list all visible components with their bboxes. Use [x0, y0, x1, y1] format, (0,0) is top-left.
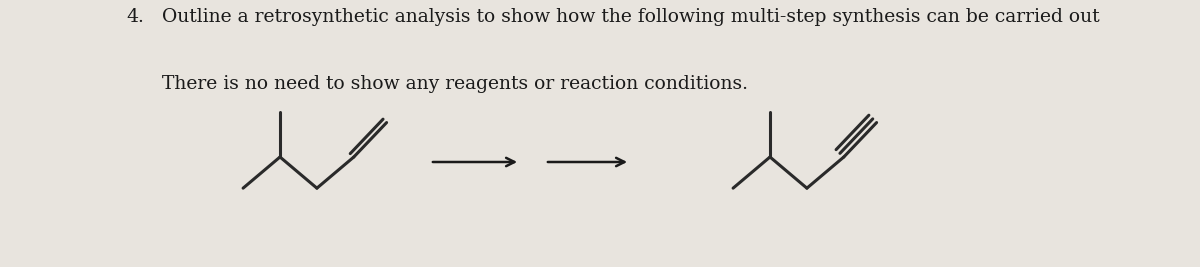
Text: There is no need to show any reagents or reaction conditions.: There is no need to show any reagents or… [162, 75, 748, 93]
Text: Outline a retrosynthetic analysis to show how the following multi-step synthesis: Outline a retrosynthetic analysis to sho… [162, 8, 1099, 26]
Text: 4.: 4. [126, 8, 144, 26]
